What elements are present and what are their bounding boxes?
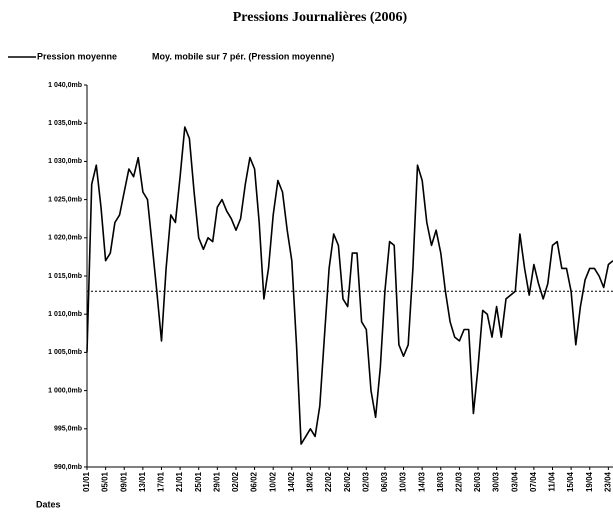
y-tick-label: 1 010,0mb [48,311,82,318]
x-tick-label: 23/04 [603,471,612,492]
chart-title: Pressions Journalières (2006) [233,10,408,25]
y-tick-label: 1 025,0mb [48,196,82,203]
x-tick-label: 07/04 [529,471,538,492]
x-tick-label: 02/02 [231,471,240,492]
x-tick-label: 13/01 [138,471,147,492]
x-tick-label: 05/01 [101,471,110,492]
x-tick-label: 21/01 [175,471,184,492]
y-tick-label: 1 020,0mb [48,235,82,242]
x-tick-label: 11/04 [548,471,557,491]
y-tick-label: 995,0mb [54,426,82,433]
x-tick-label: 09/01 [119,471,128,492]
x-tick-label: 15/04 [566,471,575,492]
y-tick-label: 1 005,0mb [48,349,82,356]
x-tick-label: 10/02 [268,471,277,492]
x-tick-label: 14/02 [287,471,296,492]
x-tick-label: 26/03 [473,471,482,492]
x-tick-label: 18/03 [436,471,445,492]
x-tick-label: 17/01 [157,471,166,492]
x-tick-label: 30/03 [492,471,501,492]
x-tick-label: 02/03 [361,471,370,492]
x-tick-label: 29/01 [212,471,221,492]
legend-label: Moy. mobile sur 7 pér. (Pression moyenne… [152,51,334,61]
x-tick-label: 22/02 [324,471,333,492]
x-tick-label: 18/02 [306,471,315,492]
data-line [86,126,613,445]
x-tick-label: 03/04 [510,471,519,492]
y-tick-label: 1 015,0mb [48,273,82,280]
x-axis-label: Dates [36,499,61,509]
y-tick-label: 1 030,0mb [48,158,82,165]
x-tick-label: 01/01 [82,471,91,492]
y-tick-label: 1 000,0mb [48,387,82,394]
x-tick-label: 26/02 [343,471,352,492]
y-tick-label: 990,0mb [54,464,82,471]
x-tick-label: 22/03 [455,471,464,492]
legend-label: Pression moyenne [37,51,117,61]
x-tick-label: 10/03 [399,471,408,492]
x-tick-label: 06/02 [250,471,259,492]
y-tick-label: 1 035,0mb [48,120,82,127]
y-tick-label: 1 040,0mb [48,82,82,89]
x-tick-label: 25/01 [194,471,203,492]
x-tick-label: 14/03 [417,471,426,492]
x-tick-label: 19/04 [585,471,594,492]
x-tick-label: 06/03 [380,471,389,492]
